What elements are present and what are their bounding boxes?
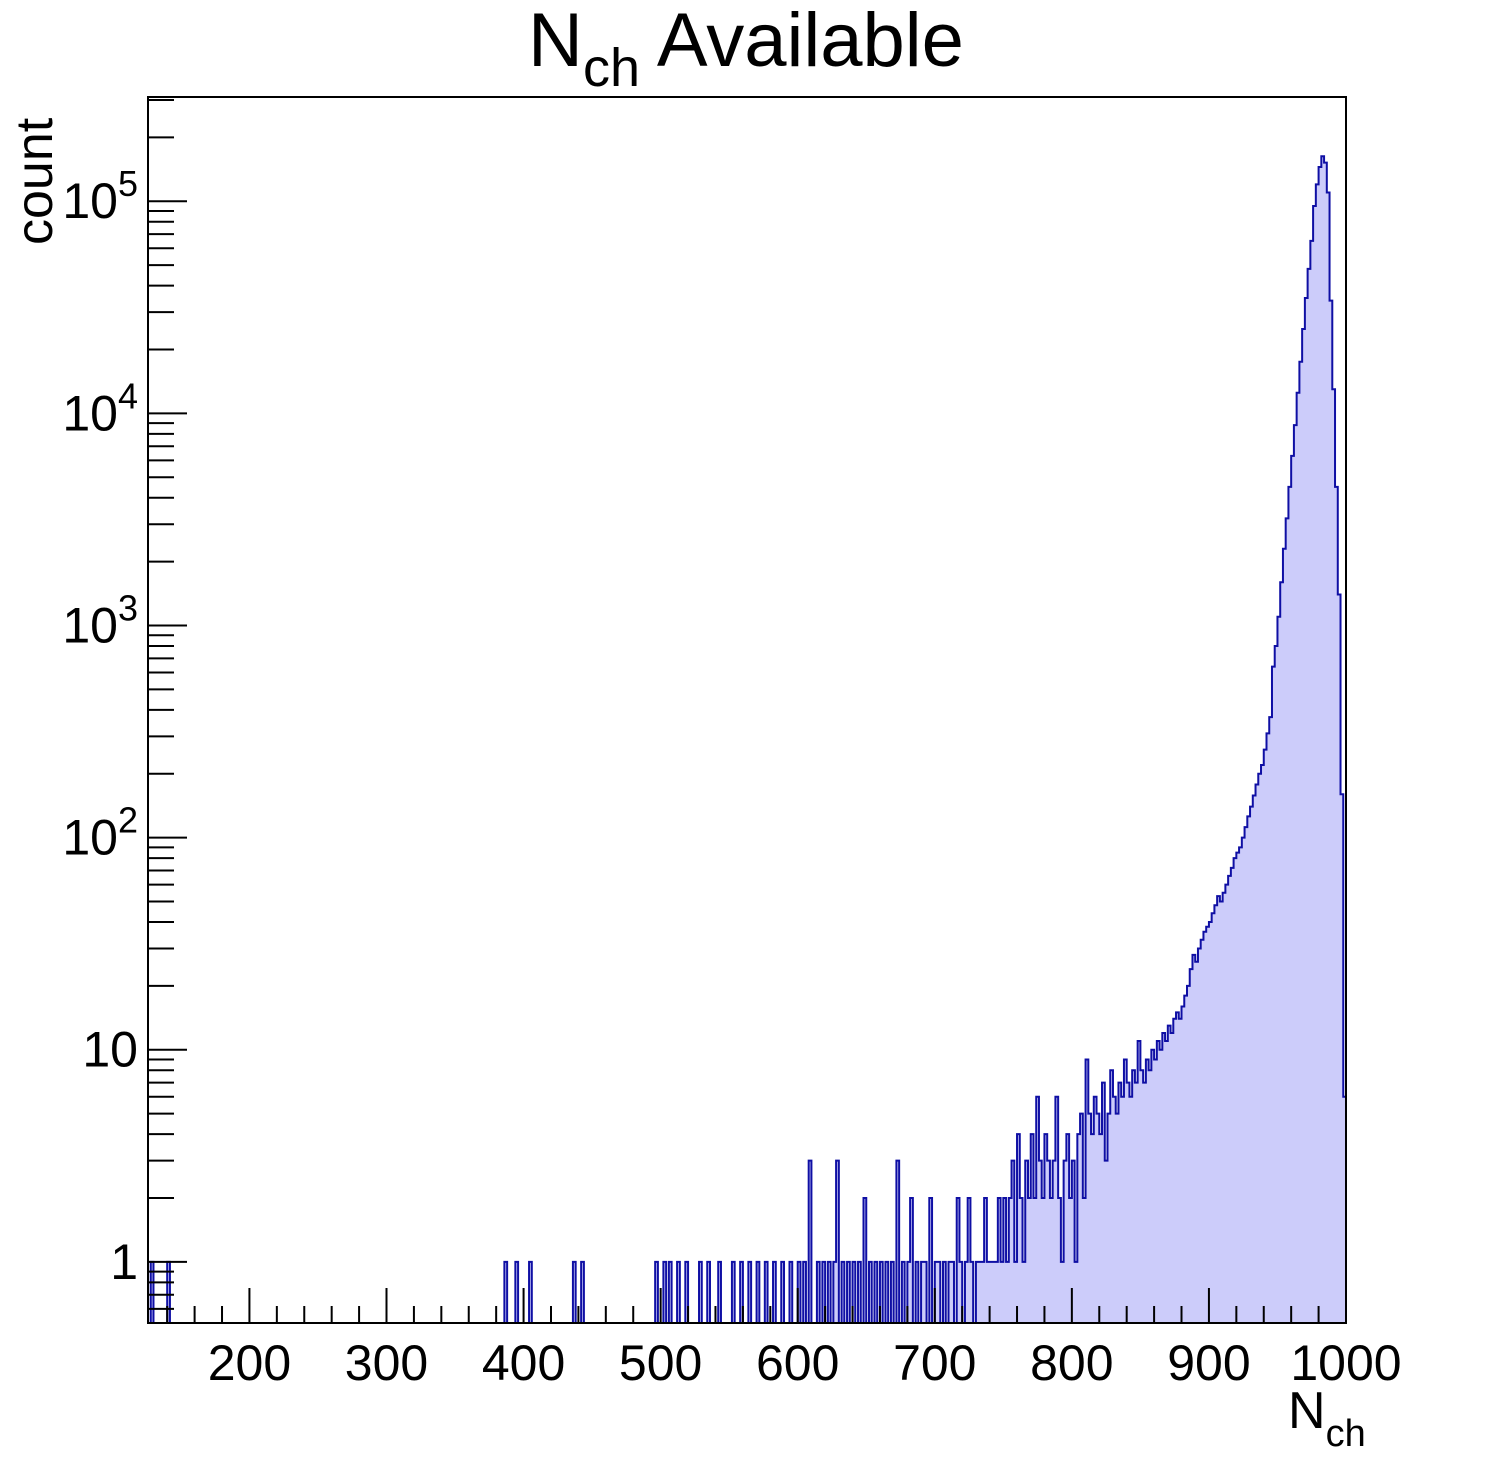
y-tick-label: 10	[82, 1022, 138, 1078]
x-tick-label: 400	[482, 1335, 565, 1391]
x-tick-label: 800	[1030, 1335, 1113, 1391]
chart-title-subscript: ch	[583, 38, 640, 98]
y-tick-label: 104	[62, 375, 138, 441]
y-tick-label: 102	[62, 800, 138, 866]
y-axis-title: count	[6, 117, 64, 245]
y-tick-label: 1	[110, 1234, 138, 1290]
x-axis-title-subscript: ch	[1326, 1413, 1366, 1455]
x-tick-label: 200	[208, 1335, 291, 1391]
x-axis-title: Nch	[1288, 1382, 1366, 1455]
x-tick-label: 600	[756, 1335, 839, 1391]
x-tick-label: 300	[345, 1335, 428, 1391]
y-tick-label: 105	[62, 163, 138, 229]
x-tick-label: 500	[619, 1335, 702, 1391]
chart-title: Nch Available	[528, 0, 964, 98]
histogram-series	[148, 155, 1347, 1324]
x-tick-label: 700	[893, 1335, 976, 1391]
plot-area: 200 300 400 500 600 700 800 900 1000 1 10 102 103 104…	[62, 96, 1402, 1391]
x-tick-label: 900	[1167, 1335, 1250, 1391]
y-tick-label: 103	[62, 587, 138, 653]
x-tick-label: 1000	[1290, 1335, 1401, 1391]
chart-title-rest: Available	[640, 0, 964, 83]
x-axis-title-main: N	[1288, 1382, 1326, 1440]
chart-title-main: N	[528, 0, 583, 83]
